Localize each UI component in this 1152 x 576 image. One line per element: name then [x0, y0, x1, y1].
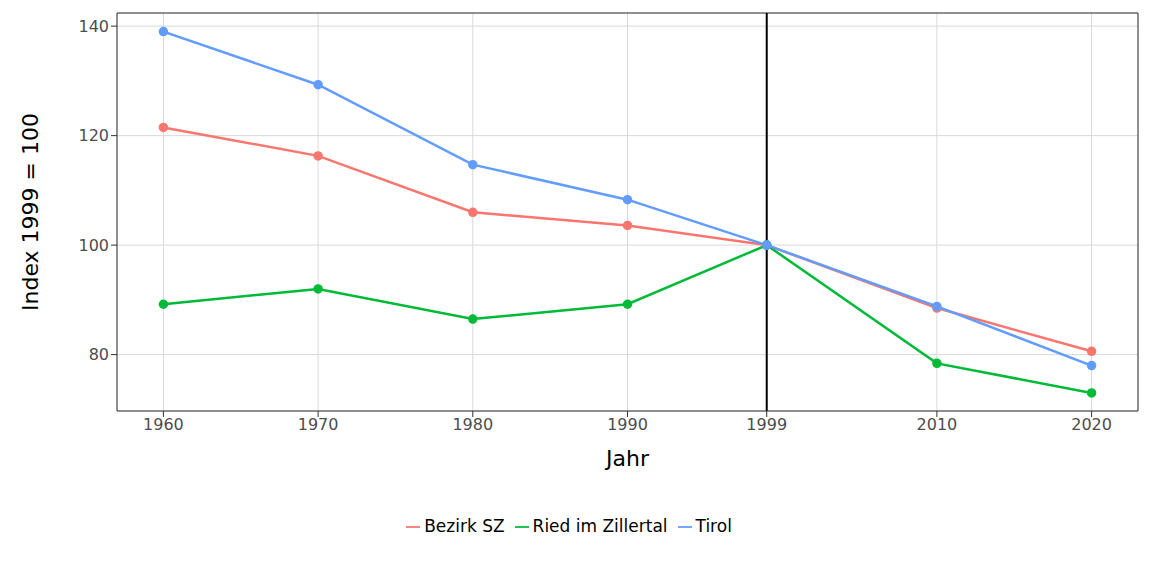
- svg-text:Jahr: Jahr: [604, 446, 650, 471]
- svg-text:2010: 2010: [917, 415, 958, 434]
- svg-text:2020: 2020: [1071, 415, 1112, 434]
- html-text:Bezirk SZ: Bezirk SZ: [424, 516, 505, 536]
- svg-text:1990: 1990: [607, 415, 648, 434]
- html-text:Tirol: Tirol: [695, 516, 732, 536]
- svg-text:100: 100: [78, 236, 109, 255]
- svg-text:Index 1999 = 100: Index 1999 = 100: [18, 113, 43, 311]
- svg-text:80: 80: [89, 345, 109, 364]
- svg-text:120: 120: [78, 126, 109, 145]
- svg-text:1980: 1980: [452, 415, 493, 434]
- svg-text:140: 140: [78, 17, 109, 36]
- html-text:Ried im Zillertal: Ried im Zillertal: [532, 516, 668, 536]
- svg-text:1999: 1999: [746, 415, 787, 434]
- svg-text:1960: 1960: [143, 415, 184, 434]
- svg-text:1970: 1970: [298, 415, 339, 434]
